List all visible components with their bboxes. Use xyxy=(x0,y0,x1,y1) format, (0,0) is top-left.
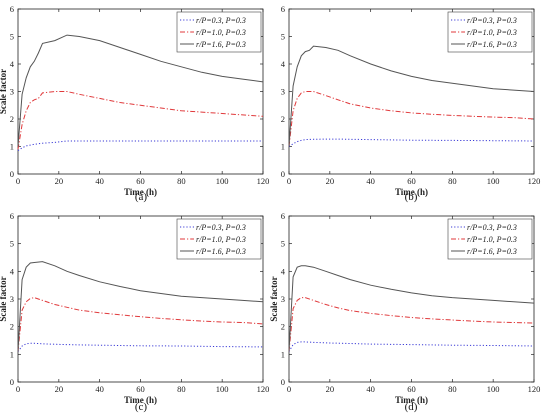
x-tick-label: 20 xyxy=(55,384,64,394)
series-line xyxy=(288,297,535,352)
x-tick-label: 0 xyxy=(287,384,291,394)
x-axis-label: Time (h) xyxy=(124,187,157,197)
y-tick-label: 5 xyxy=(10,32,14,42)
x-axis-label: Time (h) xyxy=(395,395,428,405)
y-tick-label: 6 xyxy=(281,211,285,221)
y-tick-label: 1 xyxy=(281,142,285,152)
y-tick-label: 4 xyxy=(10,59,15,69)
x-tick-label: 60 xyxy=(407,176,416,186)
series-line xyxy=(288,138,535,147)
x-tick-label: 120 xyxy=(528,384,541,394)
y-tick-label: 3 xyxy=(10,87,14,97)
y-tick-label: 2 xyxy=(10,322,14,332)
x-axis-label: Time (h) xyxy=(395,187,428,197)
legend-label: r/P=1.6, P=0.3 xyxy=(196,40,246,49)
series-line xyxy=(17,297,264,352)
y-tick-label: 0 xyxy=(10,169,14,179)
y-axis-label: Scale factor xyxy=(269,276,279,321)
x-tick-label: 20 xyxy=(55,176,64,186)
x-tick-label: 100 xyxy=(487,384,500,394)
panel-caption: (a) xyxy=(135,191,148,203)
y-tick-label: 4 xyxy=(10,266,15,276)
x-tick-label: 120 xyxy=(528,176,541,186)
y-tick-label: 3 xyxy=(281,294,285,304)
y-tick-label: 1 xyxy=(281,349,285,359)
y-tick-label: 0 xyxy=(281,169,285,179)
legend-label: r/P=0.3, P=0.3 xyxy=(196,223,246,232)
y-tick-label: 4 xyxy=(281,266,286,276)
y-tick-label: 6 xyxy=(281,4,285,14)
legend xyxy=(447,11,533,53)
chart-panel: 0 20 40 60 80 100 120 0 1 2 3 4 5 6 Time (h) Scale fact… xyxy=(269,211,540,413)
x-tick-label: 80 xyxy=(448,384,457,394)
x-tick-label: 40 xyxy=(95,176,104,186)
chart-panel: 0 20 40 60 80 100 120 0 1 2 3 4 5 6 Time (h) Scale fact… xyxy=(0,211,269,413)
y-tick-label: 2 xyxy=(10,114,14,124)
series-line xyxy=(288,341,535,352)
x-axis-label: Time (h) xyxy=(124,395,157,405)
series-line xyxy=(288,91,535,147)
panel-caption: (c) xyxy=(135,401,148,413)
y-tick-label: 2 xyxy=(281,322,285,332)
x-tick-label: 60 xyxy=(136,176,145,186)
legend-label: r/P=0.3, P=0.3 xyxy=(467,223,517,232)
series-line xyxy=(288,45,535,147)
legend-label: r/P=1.0, P=0.3 xyxy=(196,28,246,37)
series-line xyxy=(17,140,263,152)
x-tick-label: 100 xyxy=(487,176,500,186)
legend-label: r/P=1.6, P=0.3 xyxy=(467,40,517,49)
y-tick-label: 2 xyxy=(281,114,285,124)
legend-label: r/P=0.3, P=0.3 xyxy=(196,16,246,25)
legend-label: r/P=1.6, P=0.3 xyxy=(196,247,246,256)
legend-label: r/P=1.0, P=0.3 xyxy=(467,235,517,244)
series-line xyxy=(17,342,264,352)
x-tick-label: 20 xyxy=(326,176,335,186)
legend-label: r/P=1.0, P=0.3 xyxy=(196,235,246,244)
y-tick-label: 1 xyxy=(10,142,14,152)
x-tick-label: 60 xyxy=(407,384,416,394)
series-line xyxy=(288,265,535,352)
x-tick-label: 80 xyxy=(177,176,186,186)
x-tick-label: 0 xyxy=(16,176,20,186)
x-tick-label: 40 xyxy=(366,176,375,186)
y-tick-label: 3 xyxy=(281,87,285,97)
y-tick-label: 1 xyxy=(10,349,14,359)
x-tick-label: 40 xyxy=(95,384,104,394)
panel-caption: (d) xyxy=(405,401,418,413)
x-tick-label: 80 xyxy=(448,176,457,186)
x-tick-label: 60 xyxy=(136,384,145,394)
y-tick-label: 4 xyxy=(281,59,286,69)
x-tick-label: 40 xyxy=(366,384,375,394)
x-tick-label: 0 xyxy=(287,176,291,186)
y-tick-label: 5 xyxy=(10,239,14,249)
x-tick-label: 120 xyxy=(257,384,270,394)
series-line xyxy=(17,261,264,352)
panel-caption: (b) xyxy=(405,191,418,203)
y-tick-label: 0 xyxy=(10,377,14,387)
x-tick-label: 100 xyxy=(216,176,229,186)
series-line xyxy=(17,91,264,150)
x-tick-label: 80 xyxy=(177,384,186,394)
x-tick-label: 100 xyxy=(216,384,229,394)
y-tick-label: 6 xyxy=(10,4,14,14)
y-tick-label: 3 xyxy=(10,294,14,304)
x-tick-label: 0 xyxy=(16,384,20,394)
y-tick-label: 6 xyxy=(10,211,14,221)
x-tick-label: 20 xyxy=(326,384,335,394)
y-axis-label: Scale factor xyxy=(0,69,8,114)
y-tick-label: 5 xyxy=(281,32,285,42)
x-tick-label: 120 xyxy=(257,176,270,186)
y-tick-label: 0 xyxy=(281,377,285,387)
legend-label: r/P=1.6, P=0.3 xyxy=(467,247,517,256)
chart-panel: 0 20 40 60 80 100 120 0 1 2 3 4 5 6 Time (h) r/P=0.3, P… xyxy=(281,4,541,203)
y-tick-label: 5 xyxy=(281,239,285,249)
series-line xyxy=(17,34,264,147)
chart-panel: 0 20 40 60 80 100 120 0 1 2 3 4 5 6 Time (h) Scale fact… xyxy=(0,4,269,203)
y-axis-label: Scale factor xyxy=(0,276,8,321)
legend-label: r/P=1.0, P=0.3 xyxy=(467,28,517,37)
legend-label: r/P=0.3, P=0.3 xyxy=(467,16,517,25)
